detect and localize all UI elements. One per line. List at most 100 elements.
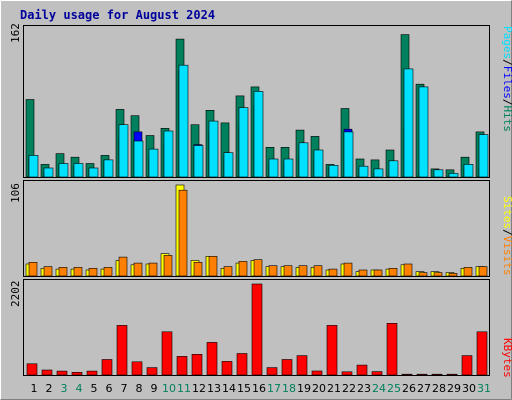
bars-kbytes	[26, 283, 488, 376]
y-max-label-sites: 106	[9, 183, 22, 203]
visits-bar-day-27	[418, 272, 428, 277]
pages-bar-day-24	[373, 168, 384, 178]
kbytes-bar-day-9	[146, 367, 158, 376]
pages-bar-day-20	[313, 149, 324, 178]
day-label-9: 9	[151, 382, 158, 395]
day-label-11: 11	[177, 382, 191, 395]
visits-bar-day-3	[58, 267, 68, 277]
legend-kbytes-text: KBytes	[501, 338, 512, 378]
legend-sep-2: /	[501, 99, 512, 106]
visits-bar-day-1	[28, 261, 38, 277]
kbytes-bar-day-16	[251, 283, 263, 376]
kbytes-bar-day-22	[341, 371, 353, 376]
y-max-label-hits: 162	[9, 23, 22, 43]
pages-bar-day-23	[358, 165, 369, 178]
pages-bar-day-7	[118, 124, 129, 178]
kbytes-bar-day-7	[116, 325, 128, 376]
pages-bar-day-29	[448, 173, 459, 178]
legend-pages: Pages	[501, 26, 512, 59]
kbytes-bar-day-13	[206, 342, 218, 376]
kbytes-bar-day-8	[131, 361, 143, 376]
day-label-23: 23	[357, 382, 371, 395]
pages-bar-day-22	[343, 131, 354, 178]
day-label-22: 22	[342, 382, 356, 395]
pages-bar-day-30	[463, 164, 474, 178]
panel-kbytes: 2202 KBytes	[9, 279, 512, 378]
legend-visits: Visits	[501, 236, 512, 276]
day-label-30: 30	[462, 382, 476, 395]
day-label-27: 27	[417, 382, 431, 395]
day-label-21: 21	[327, 382, 341, 395]
day-label-1: 1	[31, 382, 38, 395]
day-label-19: 19	[297, 382, 311, 395]
day-label-20: 20	[312, 382, 326, 395]
visits-bar-day-20	[313, 265, 323, 277]
kbytes-bar-day-19	[296, 355, 308, 376]
pages-bar-day-6	[103, 159, 114, 178]
pages-bar-day-2	[43, 167, 54, 178]
visits-bar-day-12	[193, 261, 203, 277]
kbytes-bar-day-11	[176, 356, 188, 376]
kbytes-bar-day-31	[476, 331, 488, 376]
pages-bar-day-27	[418, 86, 429, 178]
kbytes-bar-day-30	[461, 355, 473, 376]
visits-bar-day-30	[463, 267, 473, 277]
visits-bar-day-7	[118, 256, 128, 277]
pages-bar-day-3	[58, 163, 69, 178]
pages-bar-day-15	[238, 107, 249, 178]
panel-hits-files-pages: 162 Pages/Files/Hits	[9, 23, 512, 178]
panel-kbytes-frame	[23, 279, 490, 376]
pages-bar-day-11	[178, 64, 189, 178]
day-label-29: 29	[447, 382, 461, 395]
visits-bar-day-2	[43, 266, 53, 277]
legend-sep-3: /	[501, 229, 512, 236]
kbytes-bar-day-14	[221, 361, 233, 376]
visits-bar-day-5	[88, 267, 98, 277]
legend-hits-files-pages: Pages/Files/Hits	[501, 26, 512, 132]
day-label-24: 24	[372, 382, 386, 395]
pages-bar-day-5	[88, 167, 99, 178]
kbytes-bar-day-15	[236, 353, 248, 376]
pages-bar-day-14	[223, 152, 234, 178]
kbytes-bar-day-25	[386, 322, 398, 376]
pages-bar-day-13	[208, 120, 219, 178]
day-label-28: 28	[432, 382, 446, 395]
kbytes-bar-day-23	[356, 364, 368, 376]
kbytes-bar-day-10	[161, 331, 173, 376]
day-label-14: 14	[222, 382, 236, 395]
kbytes-bar-day-24	[371, 371, 383, 376]
day-label-6: 6	[106, 382, 113, 395]
day-label-4: 4	[76, 382, 83, 395]
pages-bar-day-10	[163, 130, 174, 178]
legend-hits: Hits	[501, 106, 512, 133]
x-axis-day-labels: 1 2 3 4 5 6 7 8 9 10 11 12 13 14 15 16 17 18 19 20 21 22 23 24 2…	[31, 382, 492, 395]
visits-bar-day-13	[208, 255, 218, 277]
day-label-25: 25	[387, 382, 401, 395]
pages-bar-day-4	[73, 163, 84, 178]
legend-sites-visits: Sites/Visits	[501, 196, 512, 276]
day-label-8: 8	[136, 382, 143, 395]
chart-title: Daily usage for August 2024	[20, 8, 215, 22]
visits-bar-day-19	[298, 265, 308, 277]
visits-bar-day-24	[373, 269, 383, 277]
pages-bar-day-12	[193, 145, 204, 178]
visits-bar-day-10	[163, 255, 173, 277]
kbytes-bar-day-27	[416, 373, 428, 376]
panel-hits-frame	[23, 25, 490, 178]
visits-bar-day-25	[388, 267, 398, 277]
visits-bar-day-4	[73, 267, 83, 277]
panel-sites-visits: 106 Sites/Visits	[9, 180, 512, 277]
visits-bar-day-28	[433, 272, 443, 277]
day-label-18: 18	[282, 382, 296, 395]
legend-sites: Sites	[501, 196, 512, 229]
pages-bar-day-21	[328, 165, 339, 178]
day-label-12: 12	[192, 382, 206, 395]
pages-bar-day-19	[298, 142, 309, 178]
legend-sep-1: /	[501, 59, 512, 66]
kbytes-bar-day-21	[326, 325, 338, 376]
pages-bar-day-31	[478, 134, 489, 178]
kbytes-bar-day-6	[101, 359, 113, 376]
bars-hits-files-pages	[25, 34, 489, 178]
visits-bar-day-23	[358, 269, 368, 277]
